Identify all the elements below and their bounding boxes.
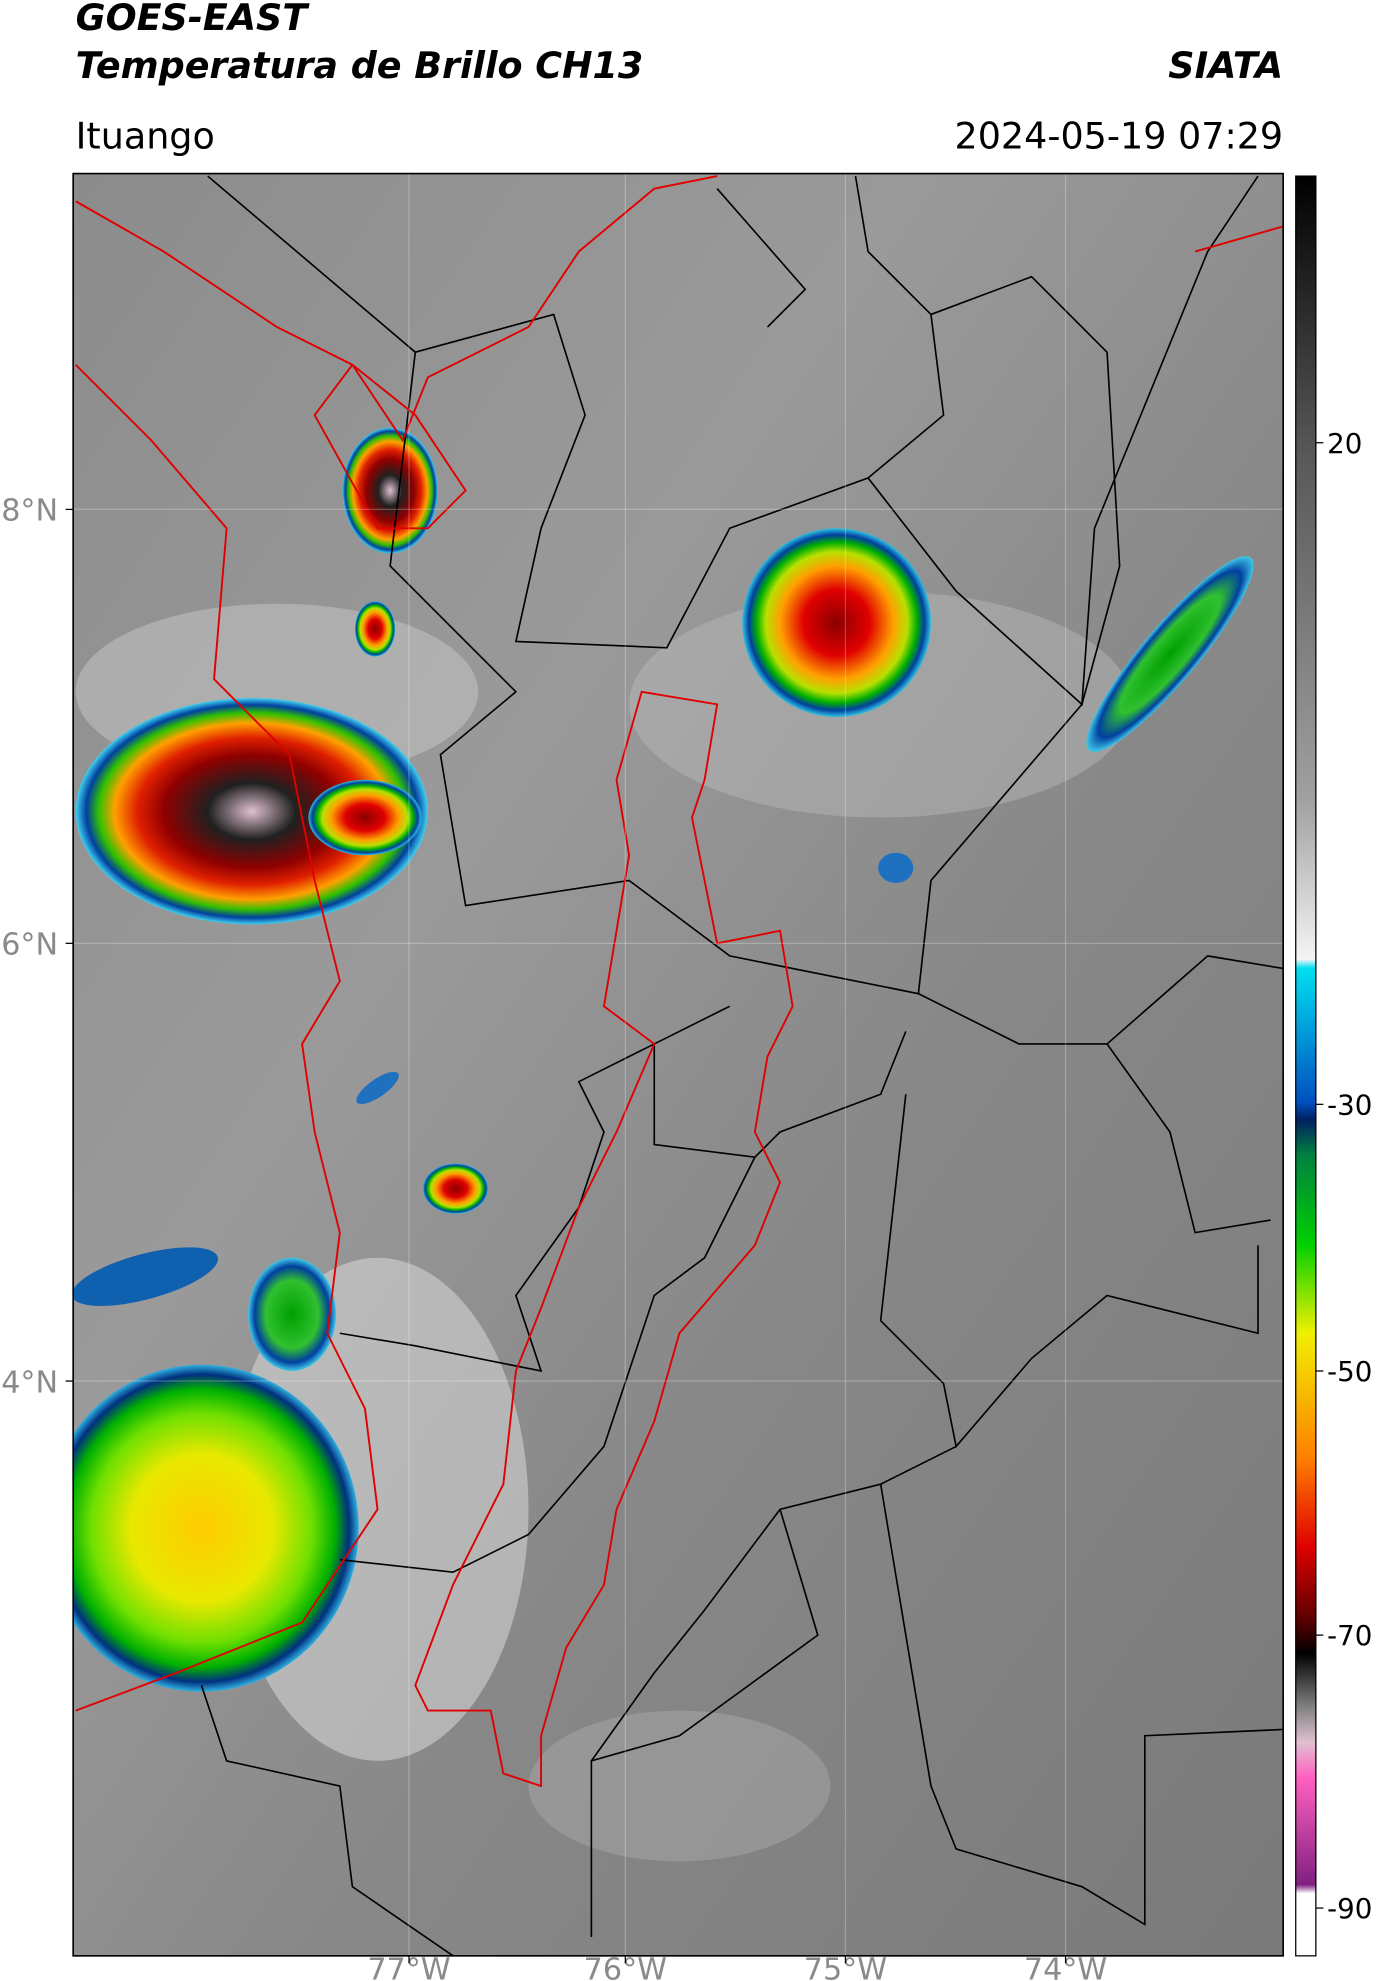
subtitle: Temperatura de Brillo CH13 [76, 44, 644, 87]
colorbar-label: -30 [1327, 1088, 1372, 1121]
datetime: 2024-05-19 07:29 [955, 114, 1284, 157]
storm-cell [75, 698, 428, 925]
colorbar [1295, 175, 1317, 1957]
storm-cell [73, 1247, 218, 1306]
storm-cell [354, 601, 396, 657]
map-imagery [73, 173, 1284, 1956]
cloud-haze [528, 1710, 831, 1862]
storm-cell [878, 852, 914, 883]
lat-label: 6°N [1, 928, 58, 963]
colorbar-label: -70 [1327, 1619, 1372, 1652]
storm-cell [248, 1257, 337, 1371]
storm-cell [342, 427, 438, 554]
storm-cell [308, 779, 422, 856]
location: Ituango [76, 114, 215, 157]
storm-cell [73, 1364, 359, 1692]
storm-cell [356, 1071, 399, 1105]
axis-labels: 8°N6°N4°N77°W 76°W 75°W 74°W20-30-50-70-90 [1, 427, 1372, 1981]
colorbar-label: -90 [1327, 1892, 1372, 1925]
storm-cell [422, 1163, 489, 1214]
map-background [73, 173, 1284, 1956]
colorbar-label: 20 [1327, 427, 1362, 460]
regional-borders [75, 175, 1284, 1788]
storm-cell [1086, 556, 1254, 753]
storm-cell [742, 528, 931, 717]
title: GOES-EAST [76, 0, 311, 39]
lat-label: 4°N [1, 1365, 58, 1400]
map-frame [72, 172, 1284, 1957]
colorbar-label: -50 [1327, 1355, 1372, 1388]
graticule [73, 173, 1284, 1956]
admin-borders [200, 175, 1284, 1956]
lat-label: 8°N [1, 494, 58, 529]
brand: SIATA [1168, 44, 1283, 87]
